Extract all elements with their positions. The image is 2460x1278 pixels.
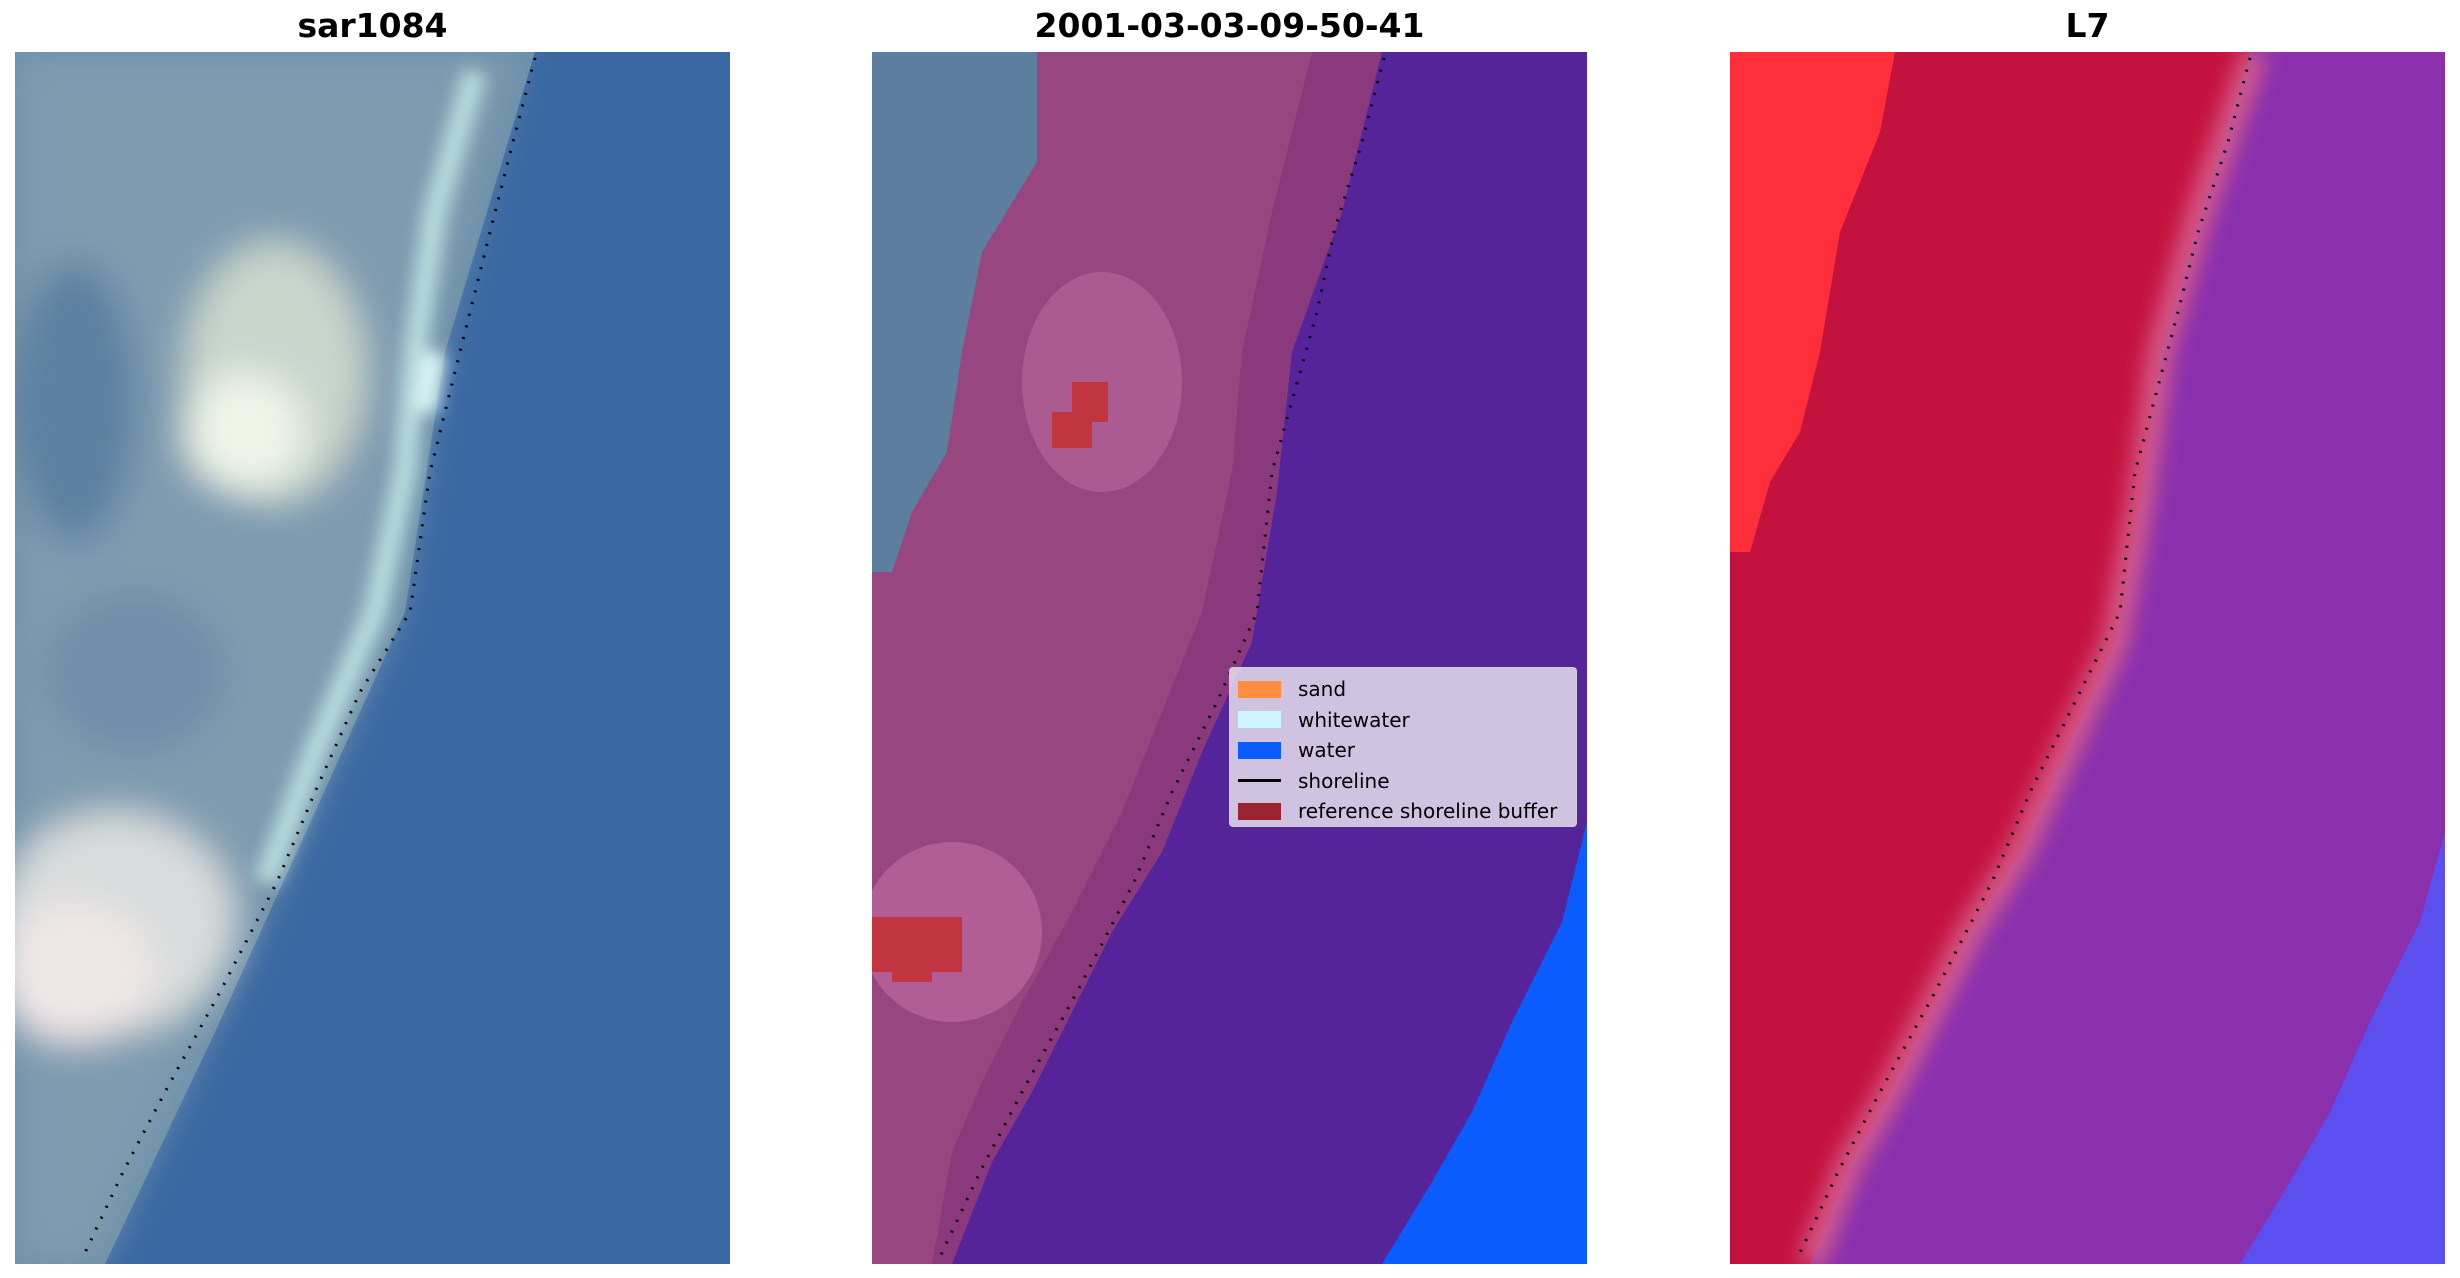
legend-item-reference-buffer: reference shoreline buffer (1238, 796, 1576, 827)
buffer-swatch-icon (1238, 802, 1281, 820)
whitewater-swatch-icon (1238, 711, 1281, 729)
legend-item-sand: sand (1238, 674, 1576, 705)
shoreline-line-icon (1238, 779, 1281, 783)
index-image (1730, 52, 2445, 1264)
legend-label: water (1298, 738, 1355, 763)
legend-item-shoreline: shoreline (1238, 766, 1576, 797)
sand-swatch-icon (1238, 680, 1281, 698)
legend-label: sand (1298, 677, 1347, 702)
legend: sand whitewater water shoreline referenc… (1229, 667, 1577, 827)
water-swatch-icon (1238, 741, 1281, 759)
legend-label: reference shoreline buffer (1298, 799, 1558, 824)
legend-item-whitewater: whitewater (1238, 705, 1576, 736)
legend-label: shoreline (1298, 768, 1390, 793)
panel-title-index: L7 (2065, 6, 2110, 45)
panel-title-rgb: sar1084 (297, 6, 448, 45)
rgb-satellite-image (15, 52, 730, 1264)
classified-image (872, 52, 1587, 1264)
legend-label: whitewater (1298, 707, 1410, 732)
legend-item-water: water (1238, 735, 1576, 766)
panel-title-classified: 2001-03-03-09-50-41 (1034, 6, 1425, 45)
